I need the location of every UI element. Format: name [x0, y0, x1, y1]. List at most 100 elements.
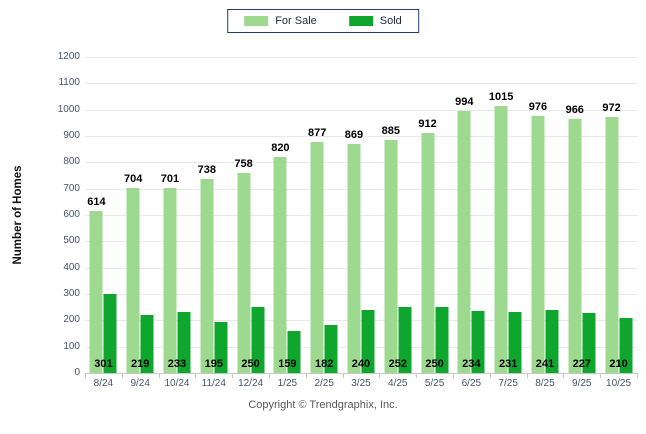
for-sale-bar [531, 116, 545, 373]
bar-group: 972 210 [600, 57, 637, 373]
bar-group: 994 234 [453, 57, 490, 373]
bar-pair [163, 188, 191, 373]
sold-value-label: 210 [609, 358, 628, 370]
y-axis: 0 100 200 300 400 500 600 700 800 900 1000 1100 1200 [30, 51, 80, 378]
gridline [85, 346, 637, 348]
x-tick-label: 8/25 [535, 378, 555, 389]
x-tick-label: 10/24 [164, 378, 190, 389]
bar-pair [200, 178, 228, 373]
x-tick-label: 11/24 [201, 378, 226, 389]
for-sale-bar [126, 187, 140, 373]
bar-pair [384, 139, 412, 373]
gridline [85, 136, 637, 137]
x-tick-label: 9/24 [130, 378, 150, 389]
x-axis-tick [158, 373, 160, 378]
bar-pair [531, 116, 559, 373]
x-axis-tick [563, 373, 565, 378]
for-sale-value-label: 738 [197, 163, 216, 176]
gridline [85, 215, 637, 216]
gridline [85, 294, 637, 295]
x-tick-label: 10/25 [606, 378, 632, 389]
for-sale-value-label: 885 [381, 124, 400, 137]
for-sale-value-label: 820 [271, 142, 290, 155]
sold-value-label: 301 [94, 358, 113, 370]
sold-value-label: 233 [167, 358, 187, 370]
sold-value-label: 250 [425, 358, 444, 370]
x-axis-tick [453, 373, 454, 378]
y-tick-label: 1000 [57, 103, 80, 115]
bar-group: 614 301 [85, 57, 122, 373]
x-axis-tick [305, 373, 307, 378]
x-tick-label: 3/25 [351, 378, 371, 389]
sold-bar [471, 311, 485, 373]
sold-bar [398, 306, 412, 373]
for-sale-bar [605, 117, 619, 373]
sold-bar [582, 313, 596, 373]
for-sale-value-label: 701 [160, 173, 180, 186]
bar-group: 976 241 [527, 57, 564, 373]
sold-bar [251, 307, 265, 373]
for-sale-bar [237, 173, 251, 373]
bar-pair [457, 111, 485, 373]
for-sale-bar [347, 144, 361, 373]
y-tick-label: 600 [63, 209, 80, 220]
bar-pair [126, 187, 154, 373]
for-sale-value-label: 1015 [488, 90, 514, 103]
x-tick-label: 6/25 [461, 378, 482, 389]
x-axis-tick [195, 373, 197, 378]
legend-item-sold: Sold [348, 15, 402, 27]
y-tick-label: 800 [63, 156, 80, 168]
y-tick-label: 500 [63, 235, 80, 247]
sold-value-label: 219 [131, 358, 150, 370]
bar-groups: 614 301 704 219 701 233 738 195 758 250 820 159 877 1… [85, 57, 637, 373]
sold-value-label: 241 [535, 358, 555, 370]
for-sale-bar [494, 105, 508, 373]
bar-group: 701 233 [159, 57, 196, 373]
y-axis-title: Number of Homes [12, 165, 24, 265]
sold-bar [545, 309, 559, 373]
x-tick-label: 8/24 [93, 378, 114, 389]
sold-value-label: 234 [462, 358, 481, 370]
x-tick-label: 9/25 [572, 378, 592, 389]
y-tick-label: 0 [74, 367, 80, 378]
x-axis-labels: 8/24 9/24 10/24 11/24 12/24 1/25 2/25 3/25 4/25 5… [85, 378, 637, 389]
for-sale-bar [310, 142, 324, 373]
bar-group: 758 250 [232, 57, 269, 373]
bar-group: 1015 231 [488, 57, 527, 373]
x-axis-tick [269, 373, 270, 378]
bar-group: 869 240 [343, 57, 380, 373]
footer-copyright: Copyright © Trendgraphix, Inc. [248, 399, 398, 411]
for-sale-legend-label: For Sale [275, 15, 317, 27]
x-tick-label: 1/25 [277, 378, 298, 389]
x-axis-tick [637, 373, 638, 378]
bar-pair [421, 132, 449, 373]
legend-item-for-sale: For Sale [244, 15, 317, 27]
gridline [85, 241, 637, 243]
x-tick-label: 4/25 [388, 378, 408, 389]
sold-bar [214, 321, 228, 373]
for-sale-bar [457, 111, 471, 373]
bar-group: 738 195 [195, 57, 232, 373]
gridline [85, 162, 637, 164]
for-sale-bar [163, 188, 177, 373]
for-sale-bar [421, 132, 435, 373]
sold-bar [140, 315, 154, 373]
sold-bar [508, 312, 522, 373]
sold-value-label: 227 [572, 358, 591, 370]
x-axis-tick [600, 373, 602, 378]
bar-pair [568, 118, 596, 373]
sold-value-label: 195 [204, 358, 223, 370]
bar-pair [273, 157, 301, 373]
for-sale-value-label: 994 [455, 96, 474, 109]
bar-pair [494, 105, 522, 373]
sold-value-label: 240 [351, 358, 371, 370]
y-tick-label: 1200 [57, 51, 80, 62]
for-sale-value-label: 912 [418, 117, 437, 130]
sold-bar [177, 311, 191, 373]
for-sale-value-label: 877 [307, 127, 327, 140]
x-axis-tick [232, 373, 234, 378]
sold-bar [103, 293, 117, 373]
sold-bar [619, 317, 633, 373]
bar-pair [237, 173, 265, 373]
